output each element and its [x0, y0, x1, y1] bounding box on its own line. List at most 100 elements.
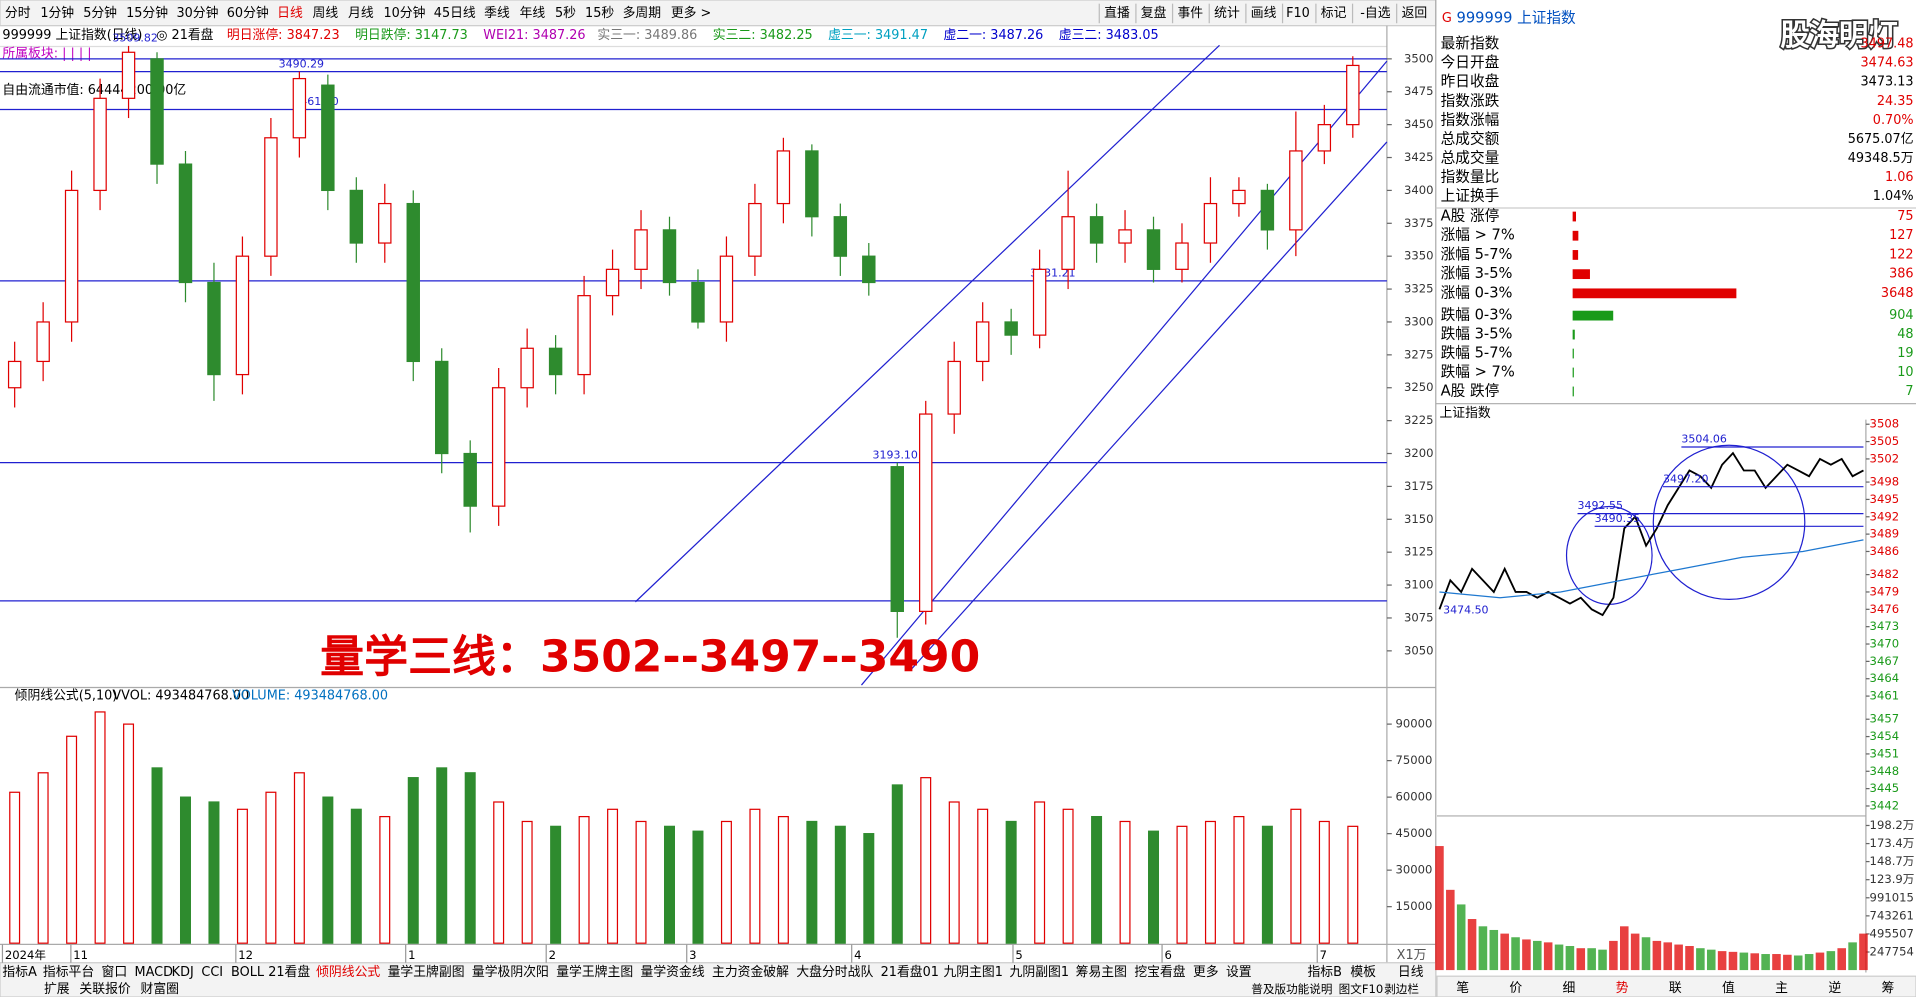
period-button[interactable]: 45日线 [434, 6, 476, 21]
side-tab[interactable]: 笔 [1456, 980, 1469, 996]
ext-tab[interactable]: 关联报价 [79, 982, 130, 997]
tool-button[interactable]: 画线 [1251, 6, 1277, 21]
tool-button[interactable]: 直播 [1104, 6, 1130, 21]
breadth-label: 跌幅 5-7% [1441, 345, 1513, 362]
indicator-tab[interactable]: KDJ [172, 965, 194, 980]
candle-body [1004, 321, 1018, 336]
tool-button[interactable]: 标记 [1321, 6, 1347, 21]
y-tick-label: 3200 [1404, 446, 1434, 460]
volume-bar [607, 808, 619, 944]
period-button[interactable]: 5秒 [555, 6, 576, 21]
period-button[interactable]: 更多 > [671, 6, 711, 21]
intraday-volume-bar [1750, 953, 1760, 971]
period-button[interactable]: 分时 [5, 6, 31, 21]
period-button[interactable]: 15秒 [585, 6, 614, 21]
candle-body [975, 321, 990, 363]
tool-button[interactable]: 事件 [1177, 6, 1203, 21]
ext-tab[interactable]: 扩展 [44, 982, 70, 997]
period-button[interactable]: 30分钟 [176, 5, 218, 21]
period-button[interactable]: 15分钟 [126, 5, 168, 21]
volume-bar [948, 801, 960, 944]
y-tick-label: 3450 [1404, 117, 1434, 131]
candle-body [776, 150, 791, 205]
y-tick-label: 3350 [1404, 249, 1434, 263]
indicator-tab[interactable]: 指标B [1307, 965, 1341, 980]
ext-tab[interactable]: 图文F10 [1339, 982, 1384, 996]
indicator-tab[interactable]: 九阴副图1 [1010, 965, 1069, 980]
quote-label: 指数量比 [1441, 169, 1500, 186]
indicator-tab[interactable]: 大盘分时战队 [796, 964, 873, 980]
intraday-volume-bar [1772, 954, 1781, 971]
indicator-tab[interactable]: 量学资金线 [641, 964, 705, 980]
side-tab[interactable]: 值 [1722, 980, 1735, 996]
period-button[interactable]: 1分钟 [40, 5, 74, 21]
indicator-tab[interactable]: 指标平台 [43, 965, 94, 980]
period-button[interactable]: 5分钟 [83, 5, 117, 21]
intraday-volume-bar [1619, 926, 1629, 971]
indicator-tab[interactable]: 倾阴线公式 [316, 965, 380, 980]
y-tick-label: 15000 [1395, 899, 1432, 913]
y-tick-label: 3508 [1870, 417, 1900, 431]
y-tick-label: 3250 [1404, 380, 1434, 394]
y-tick-label: 198.2万 [1870, 818, 1915, 832]
period-button[interactable]: 年线 [520, 6, 546, 21]
tool-button[interactable]: F10 [1286, 6, 1310, 21]
side-tab[interactable]: 价 [1509, 981, 1522, 996]
indicator-tab[interactable]: CCI [201, 965, 223, 980]
indicator-tab[interactable]: 21看盘 [268, 964, 310, 980]
tool-button[interactable]: 返回 [1402, 6, 1428, 21]
quote-label: 指数涨幅 [1441, 111, 1500, 128]
volume-bar [550, 825, 562, 944]
period-button[interactable]: 多周期 [623, 6, 661, 21]
breadth-label: 涨幅 3-5% [1441, 265, 1513, 282]
side-tab[interactable]: 细 [1563, 981, 1576, 996]
intraday-volume-bar [1837, 948, 1846, 971]
month-label: 11 [73, 948, 88, 962]
y-tick-label: 3473 [1870, 619, 1900, 633]
tool-button[interactable]: -自选 [1360, 6, 1390, 21]
period-button[interactable]: 季线 [484, 6, 510, 21]
period-button[interactable]: 日线 [277, 6, 303, 21]
period-button[interactable]: 月线 [348, 6, 374, 21]
indicator-tab[interactable]: 量学极阴次阳 [472, 964, 549, 980]
indicator-tab[interactable]: 指标A [2, 965, 37, 980]
ext-tab[interactable]: 普及版功能说明 [1251, 982, 1332, 996]
indicator-tab[interactable]: 量学王牌主图 [556, 964, 633, 980]
breadth-bar [1572, 367, 1574, 378]
side-tab[interactable]: 筹 [1881, 980, 1894, 996]
tool-button[interactable]: 统计 [1214, 6, 1240, 21]
volume-bar [1261, 825, 1273, 944]
indicator-tab[interactable]: BOLL [231, 965, 265, 980]
candle-body [121, 51, 136, 99]
y-tick-label: 3479 [1870, 584, 1900, 598]
side-tab[interactable]: 势 [1616, 980, 1629, 996]
indicator-tab[interactable]: 量学王牌副图 [388, 964, 465, 980]
period-button[interactable]: 60分钟 [227, 5, 269, 21]
indicator-tab[interactable]: 窗口 [102, 965, 128, 980]
indicator-tab[interactable]: 21看盘01 [881, 964, 939, 980]
intraday-volume-bar [1652, 940, 1662, 971]
indicator-tab[interactable]: 设置 [1226, 965, 1252, 980]
y-tick-label: 45000 [1395, 826, 1432, 840]
period-button[interactable]: 周线 [313, 6, 339, 21]
ext-tab[interactable]: 剥边栏 [1384, 982, 1419, 996]
indicator-tab[interactable]: 更多 [1193, 965, 1219, 980]
indicator-tab[interactable]: 模板 [1350, 965, 1376, 980]
intraday-volume-bar [1761, 954, 1770, 971]
header-item: WEI21: 3487.26 [483, 28, 585, 43]
header-item: 明日跌停: 3147.73 [355, 27, 468, 43]
candle-body [150, 58, 164, 165]
tool-button[interactable]: 复盘 [1141, 5, 1167, 21]
side-tab[interactable]: 联 [1669, 981, 1682, 996]
side-tab[interactable]: 逆 [1828, 980, 1841, 996]
y-tick-label: 3505 [1870, 434, 1900, 448]
indicator-tab[interactable]: 九阴主图1 [943, 965, 1002, 980]
period-button[interactable]: 10分钟 [383, 5, 425, 21]
quote-label: 总成交额 [1441, 129, 1500, 147]
indicator-tab[interactable]: 筹易主图 [1076, 964, 1127, 980]
side-tab[interactable]: 主 [1775, 981, 1788, 996]
indicator-tab[interactable]: MACD [135, 965, 174, 980]
ext-tab[interactable]: 财富圈 [141, 981, 179, 997]
indicator-tab[interactable]: 挖宝看盘 [1134, 964, 1185, 980]
indicator-tab[interactable]: 主力资金破解 [712, 964, 789, 980]
